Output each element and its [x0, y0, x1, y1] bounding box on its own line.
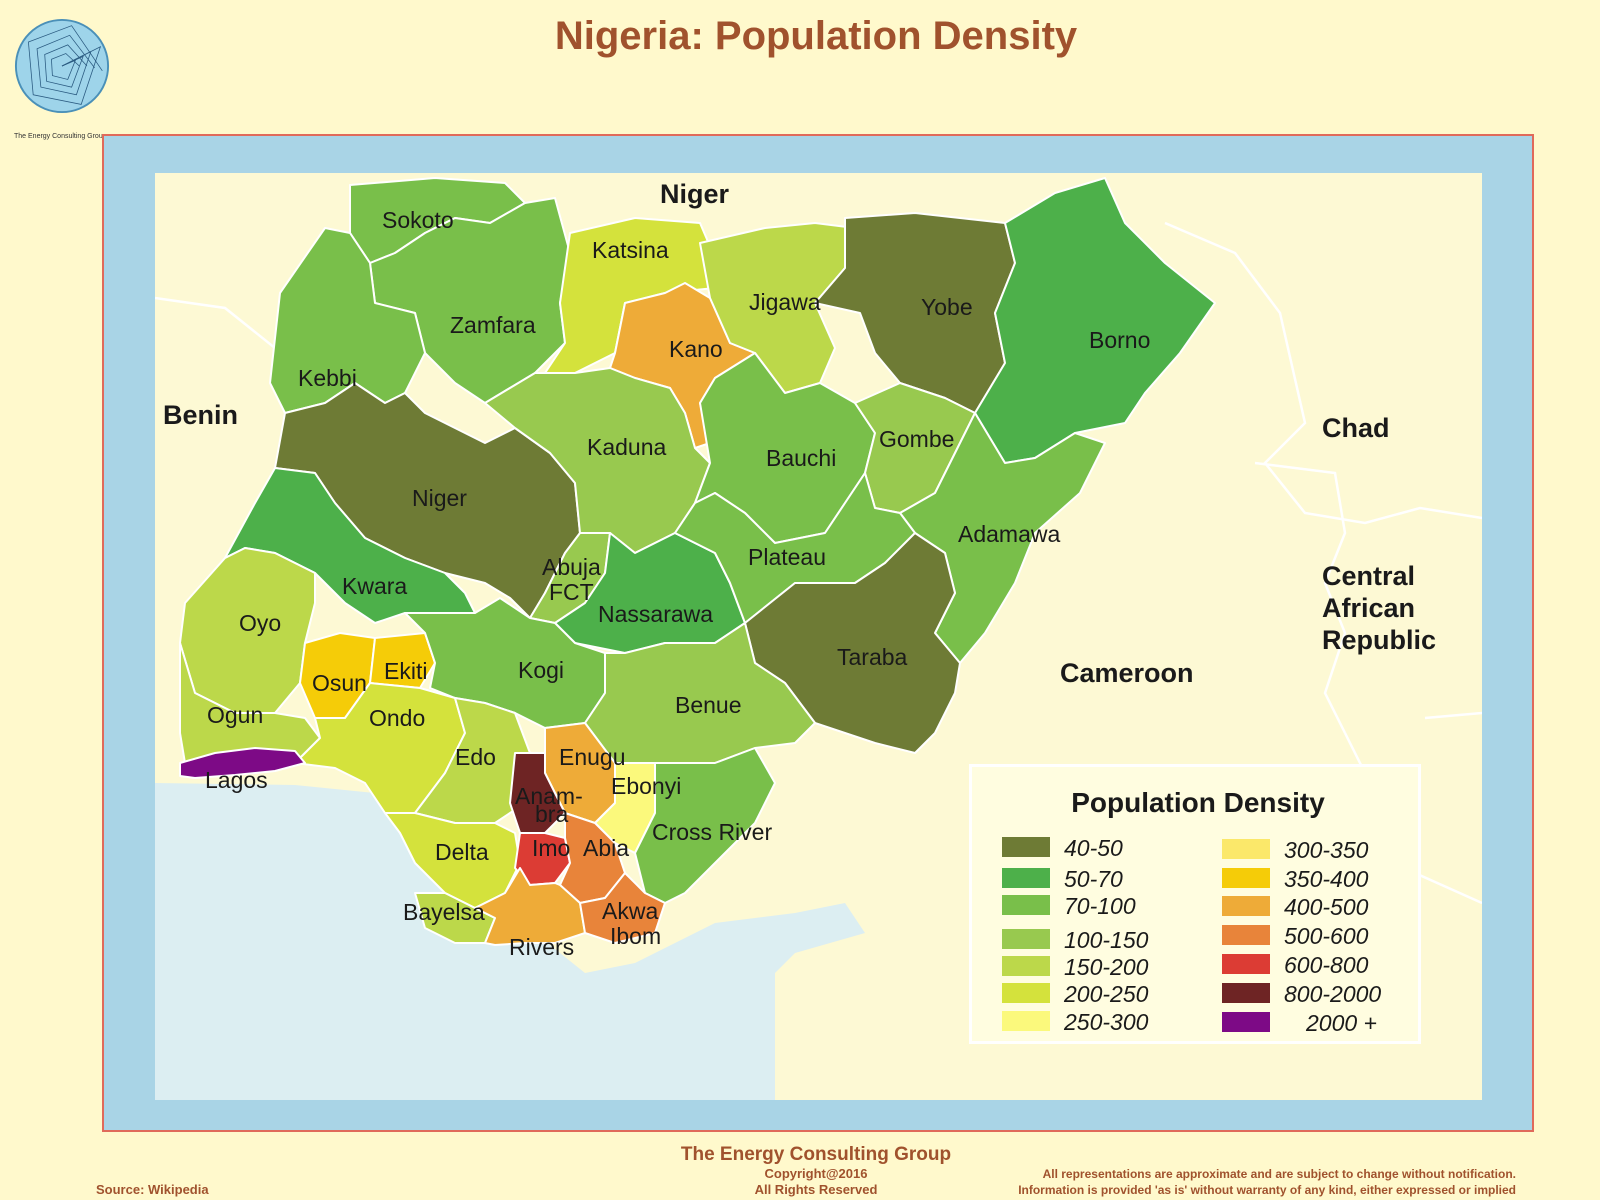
- state-label-taraba: Taraba: [837, 644, 908, 670]
- state-label-plateau: Plateau: [748, 544, 826, 570]
- legend-swatch: [1002, 868, 1050, 888]
- state-label-kano: Kano: [669, 336, 723, 362]
- state-label-ogun: Ogun: [207, 702, 263, 728]
- footer-source: Source: Wikipedia: [96, 1182, 209, 1197]
- logo-caption: The Energy Consulting Group: [14, 133, 107, 140]
- state-label-crossriver: Cross River: [652, 819, 772, 845]
- company-logo: [14, 18, 110, 114]
- state-jigawa: [699, 222, 856, 394]
- legend-swatch: [1002, 895, 1050, 915]
- legend-swatch: [1222, 1012, 1270, 1032]
- state-label-anambra-1: Anam-: [515, 783, 583, 809]
- state-label-ekiti: Ekiti: [384, 658, 427, 684]
- legend-swatch: [1002, 837, 1050, 857]
- state-delta: [384, 812, 521, 909]
- legend-label: 250-300: [1064, 1009, 1149, 1035]
- state-label-bauchi: Bauchi: [766, 445, 836, 471]
- country-label-car-2: African: [1322, 593, 1415, 623]
- state-label-niger: Niger: [412, 485, 467, 511]
- state-label-akwaibom-2: Ibom: [610, 923, 661, 949]
- state-label-katsina: Katsina: [592, 237, 669, 263]
- state-label-adamawa: Adamawa: [958, 521, 1060, 547]
- state-label-zamfara: Zamfara: [450, 312, 536, 338]
- state-label-lagos: Lagos: [205, 767, 268, 793]
- state-ekiti: [369, 632, 436, 689]
- legend-swatch: [1222, 839, 1270, 859]
- state-label-kaduna: Kaduna: [587, 434, 667, 460]
- legend-swatch: [1002, 1011, 1050, 1031]
- footer-disclaimer-1: All representations are approximate and …: [1042, 1167, 1516, 1181]
- legend-swatch: [1002, 956, 1050, 976]
- legend-label: 70-100: [1064, 893, 1136, 919]
- state-label-kebbi: Kebbi: [298, 365, 357, 391]
- state-plateau: [674, 472, 916, 624]
- legend-label: 100-150: [1064, 927, 1149, 953]
- state-label-benue: Benue: [675, 692, 742, 718]
- footer-copyright: Copyright@2016: [764, 1166, 868, 1181]
- legend-label: 600-800: [1284, 952, 1369, 978]
- legend-swatch: [1222, 868, 1270, 888]
- legend-label: 300-350: [1284, 837, 1369, 863]
- legend-label: 800-2000: [1284, 981, 1382, 1007]
- legend-label: 50-70: [1064, 866, 1123, 892]
- country-label-car-3: Republic: [1322, 625, 1436, 655]
- footer-rights: All Rights Reserved: [754, 1182, 878, 1197]
- state-label-delta: Delta: [435, 839, 489, 865]
- state-label-yobe: Yobe: [921, 294, 973, 320]
- state-label-abuja-1: Abuja: [542, 554, 601, 580]
- legend-label: 500-600: [1284, 923, 1369, 949]
- state-label-sokoto: Sokoto: [382, 207, 454, 233]
- state-label-imo: Imo: [532, 835, 570, 861]
- legend-label: 400-500: [1284, 894, 1369, 920]
- legend-swatch: [1222, 954, 1270, 974]
- legend-swatch: [1222, 983, 1270, 1003]
- state-label-akwaibom-1: Akwa: [602, 898, 658, 924]
- legend-label: 40-50: [1064, 835, 1123, 861]
- country-label-cameroon: Cameroon: [1060, 658, 1194, 688]
- state-label-abia: Abia: [583, 835, 629, 861]
- legend-swatch: [1002, 929, 1050, 949]
- legend-label: 350-400: [1284, 866, 1369, 892]
- state-label-gombe: Gombe: [879, 426, 954, 452]
- state-label-bayelsa: Bayelsa: [403, 899, 485, 925]
- footer-company: The Energy Consulting Group: [680, 1144, 952, 1165]
- state-label-nassarawa: Nassarawa: [598, 601, 713, 627]
- country-label-niger: Niger: [660, 179, 730, 209]
- legend: Population Density 40-50 50-70 70-100 10…: [969, 764, 1421, 1044]
- state-label-osun: Osun: [312, 670, 367, 696]
- state-crossriver: [634, 747, 776, 904]
- state-label-ondo: Ondo: [369, 705, 425, 731]
- legend-label: 200-250: [1064, 981, 1149, 1007]
- state-label-edo: Edo: [455, 744, 496, 770]
- state-label-ebonyi: Ebonyi: [611, 773, 681, 799]
- legend-title: Population Density: [1071, 787, 1325, 818]
- state-label-oyo: Oyo: [239, 610, 281, 636]
- state-anambra: [509, 752, 566, 834]
- state-label-kogi: Kogi: [518, 657, 564, 683]
- country-label-benin: Benin: [163, 400, 238, 430]
- state-label-enugu: Enugu: [559, 744, 626, 770]
- country-label-chad: Chad: [1322, 413, 1390, 443]
- legend-label: 2000 +: [1306, 1010, 1377, 1036]
- country-label-car-1: Central: [1322, 561, 1415, 591]
- footer-disclaimer-2: Information is provided 'as is' without …: [1018, 1183, 1516, 1197]
- nigeria-map: Niger Benin Chad Central African Republi…: [155, 173, 1482, 1100]
- page-title: Nigeria: Population Density: [554, 14, 1078, 58]
- state-borno: [974, 177, 1216, 464]
- state-lagos: [179, 747, 306, 779]
- legend-swatch: [1222, 896, 1270, 916]
- state-label-anambra-2: bra: [535, 801, 568, 827]
- state-label-abuja-2: FCT: [549, 579, 594, 605]
- legend-swatch: [1222, 925, 1270, 945]
- state-label-kwara: Kwara: [342, 573, 407, 599]
- state-label-rivers: Rivers: [509, 934, 574, 960]
- state-label-borno: Borno: [1089, 327, 1150, 353]
- state-label-jigawa: Jigawa: [749, 289, 821, 315]
- state-akwaibom: [579, 872, 666, 944]
- legend-label: 150-200: [1064, 954, 1149, 980]
- legend-swatch: [1002, 983, 1050, 1003]
